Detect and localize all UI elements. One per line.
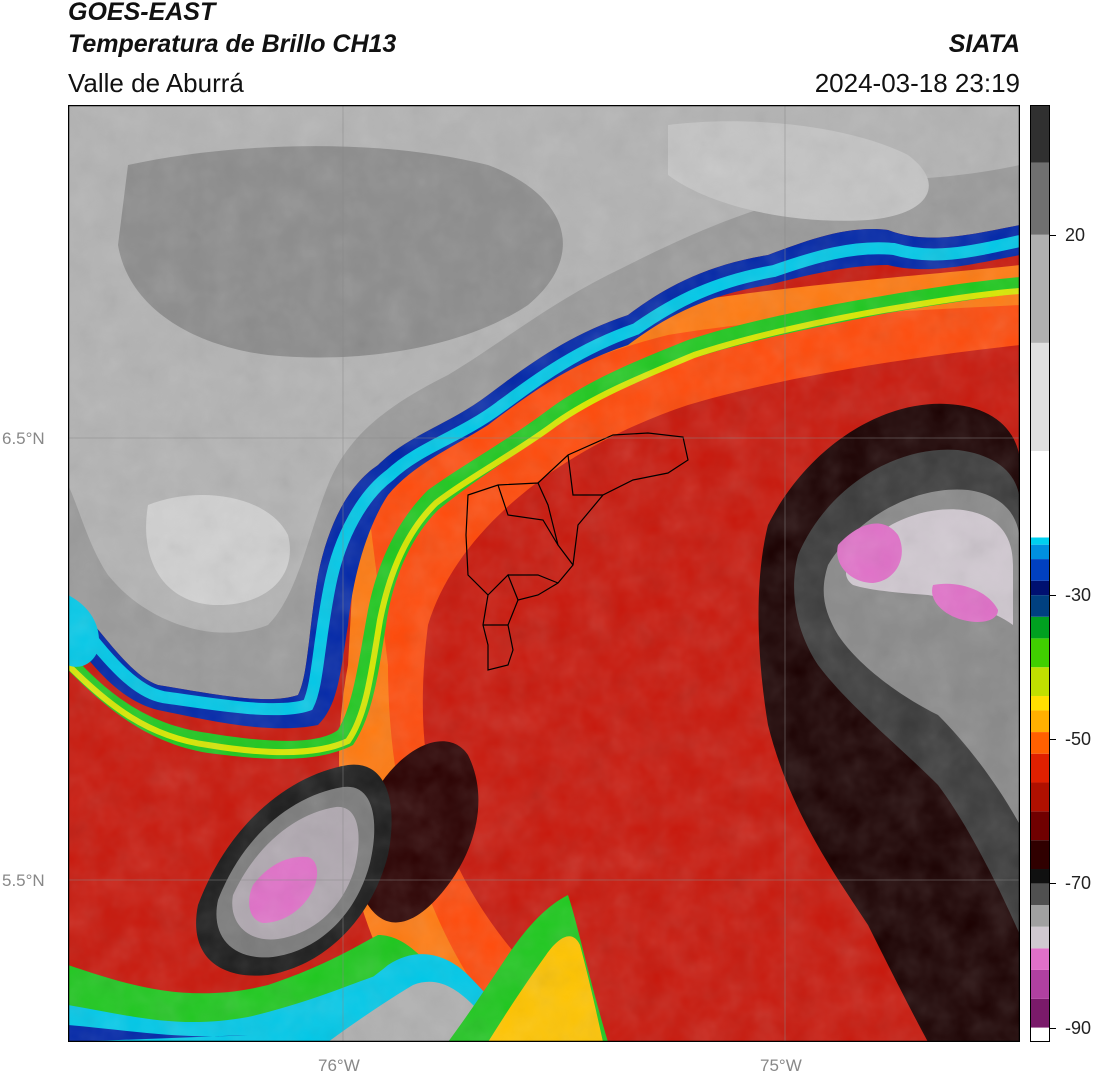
gridlines — [68, 105, 1020, 1042]
colorbar-step — [1030, 559, 1050, 581]
colorbar-step — [1030, 948, 1050, 970]
colorbar-tick-mark — [1050, 739, 1056, 741]
lat-label-5-5N: 5.5°N — [2, 871, 45, 890]
colorbar-step — [1030, 1027, 1050, 1042]
colorbar-step — [1030, 342, 1050, 451]
lon-label-75W: 75°W — [760, 1056, 802, 1075]
colorbar-step — [1030, 667, 1050, 697]
brightness-temperature-map — [68, 105, 1020, 1042]
colorbar-tick-mark — [1050, 595, 1056, 597]
lon-label-76W: 76°W — [318, 1056, 360, 1075]
colorbar-step — [1030, 753, 1050, 783]
colorbar-tick-label: -70 — [1065, 873, 1092, 894]
colorbar-step — [1030, 105, 1050, 163]
colorbar-step — [1030, 969, 1050, 999]
colorbar-step — [1030, 905, 1050, 927]
colorbar-tick-label: -90 — [1065, 1017, 1092, 1038]
colorbar-tick-label: 20 — [1065, 224, 1086, 245]
colorbar-tick-mark — [1050, 1027, 1056, 1029]
product-title: Temperatura de Brillo CH13 — [68, 30, 397, 58]
colorbar-step — [1030, 234, 1050, 343]
colorbar-step — [1030, 732, 1050, 754]
colorbar-step — [1030, 162, 1050, 235]
colorbar-step — [1030, 696, 1050, 711]
colorbar-step — [1030, 616, 1050, 639]
satellite-name: GOES-EAST — [68, 0, 216, 26]
colorbar-step — [1030, 869, 1050, 884]
colorbar-step — [1030, 537, 1050, 545]
colorbar-step — [1030, 926, 1050, 949]
colorbar-step — [1030, 450, 1050, 538]
colorbar-tick-label: -30 — [1065, 585, 1092, 606]
colorbar-step — [1030, 638, 1050, 668]
colorbar-tick-mark — [1050, 234, 1056, 236]
temperature-colorbar — [1030, 105, 1050, 1042]
colorbar-step — [1030, 580, 1050, 596]
lat-label-6-5N: 6.5°N — [2, 429, 45, 448]
organization-name: SIATA — [948, 30, 1020, 58]
colorbar-step — [1030, 544, 1050, 560]
colorbar-step — [1030, 883, 1050, 906]
timestamp: 2024-03-18 23:19 — [814, 68, 1020, 98]
colorbar-step — [1030, 595, 1050, 617]
region-name: Valle de Aburrá — [68, 68, 244, 98]
colorbar-step — [1030, 840, 1050, 870]
municipal-boundaries — [465, 432, 689, 671]
colorbar-step — [1030, 998, 1050, 1028]
colorbar-tick-mark — [1050, 883, 1056, 885]
colorbar-step — [1030, 782, 1050, 812]
colorbar-step — [1030, 811, 1050, 841]
map-frame — [68, 105, 1020, 1042]
colorbar-tick-label: -50 — [1065, 729, 1092, 750]
colorbar-step — [1030, 710, 1050, 733]
